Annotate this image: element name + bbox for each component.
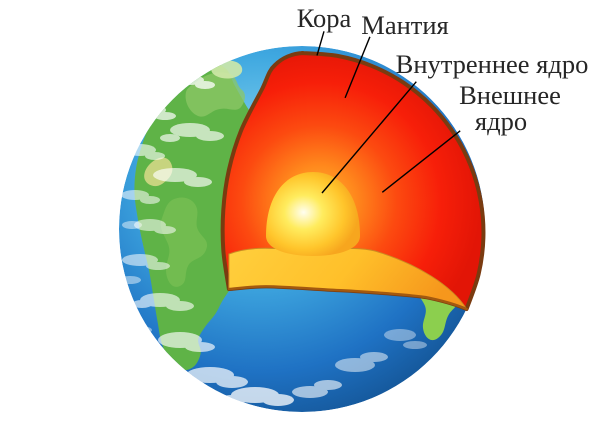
svg-text:ядро: ядро <box>475 106 527 136</box>
svg-text:Внутреннее ядро: Внутреннее ядро <box>396 49 589 79</box>
svg-text:Мантия: Мантия <box>361 10 448 40</box>
svg-text:Кора: Кора <box>297 3 352 33</box>
